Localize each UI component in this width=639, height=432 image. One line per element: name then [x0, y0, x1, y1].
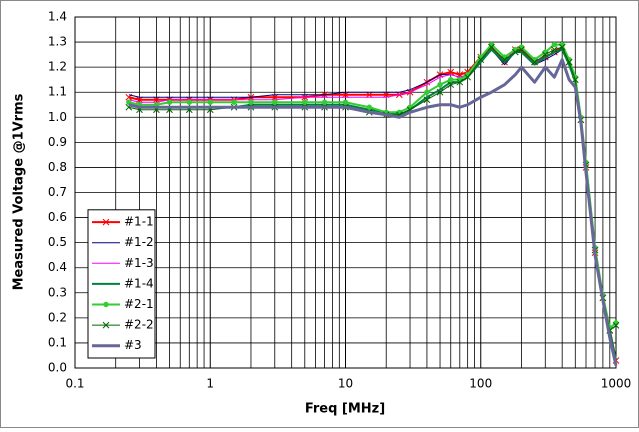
data-point	[518, 46, 525, 53]
data-point	[541, 51, 549, 58]
data-point	[272, 99, 278, 105]
y-tick-label: 0.4	[48, 260, 67, 274]
x-tick-label: 100	[469, 377, 492, 391]
y-tick-label: 0.3	[48, 285, 67, 299]
plot-frame	[74, 16, 617, 369]
y-tick-label: 0.7	[48, 185, 67, 199]
legend-label: #3	[124, 338, 142, 352]
data-point	[477, 56, 485, 63]
legend-label: #1-3	[124, 256, 154, 270]
data-point	[248, 99, 254, 105]
legend-label: #1-2	[124, 235, 154, 249]
data-point	[423, 96, 431, 104]
y-tick-label: 1.2	[48, 60, 67, 74]
y-tick-label: 1.3	[48, 35, 67, 49]
data-point	[550, 46, 558, 53]
legend-label: #1-1	[124, 215, 154, 229]
legend-label: #2-1	[124, 297, 154, 311]
data-point	[447, 68, 455, 76]
data-point	[565, 58, 573, 66]
data-point	[511, 48, 519, 56]
data-point	[186, 99, 192, 105]
y-tick-label: 0.8	[48, 160, 67, 174]
legend-marker	[102, 321, 110, 329]
series-line	[128, 43, 617, 329]
data-point	[436, 88, 444, 96]
x-tick-label: 1	[206, 377, 214, 391]
data-point	[571, 76, 579, 84]
y-axis-label: Measured Voltage @1Vrms	[12, 93, 27, 290]
y-tick-label: 0.2	[48, 310, 67, 324]
x-tick-label: 10	[338, 377, 353, 391]
legend-marker	[103, 301, 109, 308]
data-point	[207, 99, 213, 105]
legend: #1-1 #1-2 #1-3 #1-4 #2-1 #2-2 #3	[87, 209, 156, 359]
legend-marker	[102, 218, 110, 226]
legend-label: #2-2	[124, 318, 154, 332]
y-tick-label: 0.9	[48, 135, 67, 149]
data-point	[366, 104, 373, 110]
y-tick-label: 1.1	[48, 85, 67, 99]
y-tick-label: 0.0	[48, 361, 67, 375]
data-point	[365, 91, 373, 99]
data-point	[321, 99, 328, 105]
y-tick-label: 0.1	[48, 335, 67, 349]
y-tick-label: 1.0	[48, 110, 67, 124]
legend-label: #1-4	[124, 276, 154, 290]
data-point	[231, 99, 237, 105]
x-tick-label: 1000	[601, 377, 632, 391]
data-point	[558, 43, 566, 51]
data-point	[456, 78, 464, 86]
x-tick-label: 0.1	[65, 377, 84, 391]
data-point	[424, 89, 430, 95]
x-axis-label: Freq [MHz]	[305, 402, 385, 417]
y-tick-label: 1.4	[48, 10, 67, 24]
series-line	[128, 58, 618, 366]
data-point	[342, 99, 349, 105]
data-point	[551, 41, 558, 48]
y-tick-label: 0.6	[48, 210, 67, 224]
data-point	[612, 322, 620, 329]
y-tick-label: 0.5	[48, 235, 67, 249]
data-point	[448, 76, 454, 83]
data-point	[437, 81, 443, 88]
data-point	[488, 43, 495, 51]
data-point	[302, 99, 308, 105]
data-point	[464, 73, 471, 81]
data-point	[447, 81, 455, 89]
data-point	[126, 99, 132, 105]
data-point	[166, 99, 173, 105]
data-point	[531, 58, 538, 66]
data-point	[501, 56, 508, 63]
